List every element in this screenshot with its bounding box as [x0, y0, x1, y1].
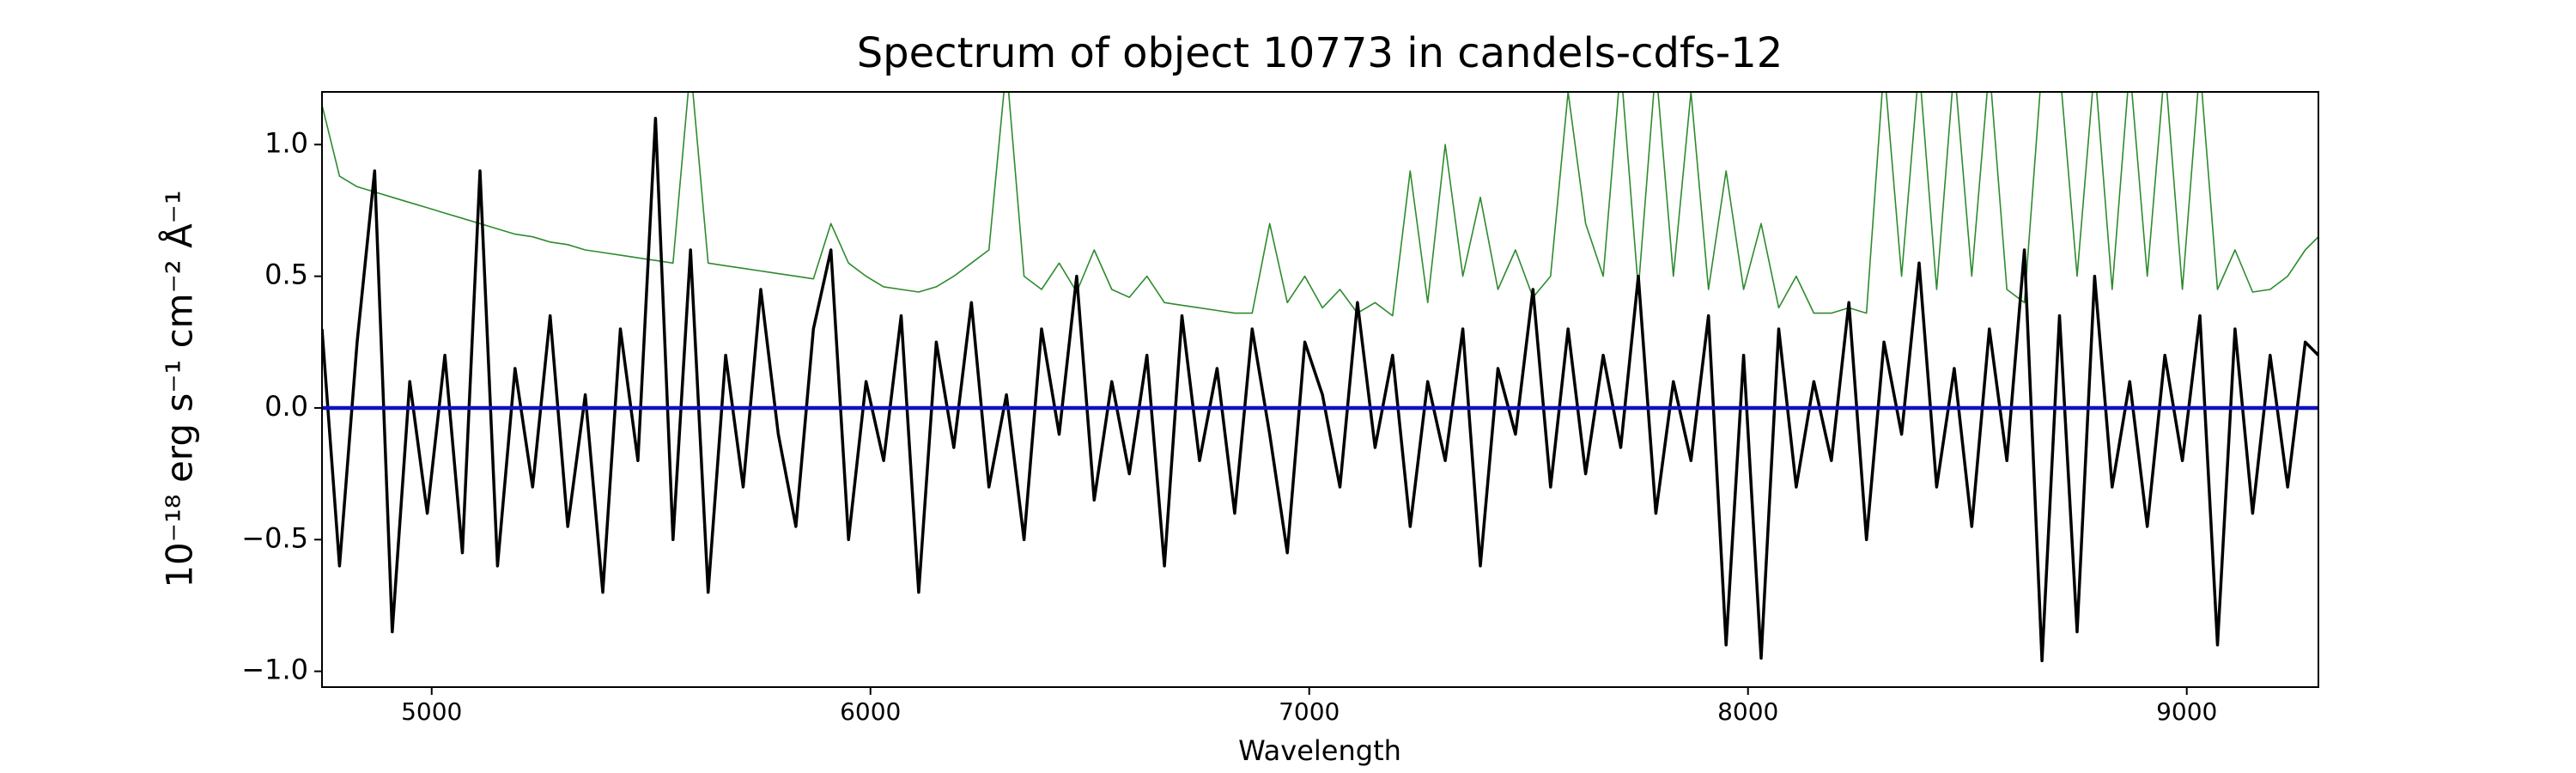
x-tick-label: 9000: [2156, 697, 2217, 726]
x-tick-label: 6000: [840, 697, 901, 726]
x-tick-label: 7000: [1279, 697, 1340, 726]
y-tick-label: −0.5: [241, 521, 308, 554]
y-tick-label: 0.5: [264, 259, 308, 291]
y-axis-label: 10⁻¹⁸ erg s⁻¹ cm⁻² Å⁻¹: [158, 190, 201, 587]
plot-area: [322, 92, 2318, 663]
y-tick-label: 0.0: [264, 390, 308, 423]
y-tick-label: −1.0: [241, 654, 308, 686]
x-tick-label: 5000: [401, 697, 462, 726]
chart-title: Spectrum of object 10773 in candels-cdfs…: [857, 29, 1783, 77]
x-axis-label: Wavelength: [1238, 734, 1401, 767]
spectrum-line: [322, 116, 2318, 663]
x-tick-label: 8000: [1717, 697, 1778, 726]
spectrum-line: [322, 92, 2318, 317]
plot-frame: [321, 91, 2319, 688]
y-tick-label: 1.0: [264, 126, 308, 159]
